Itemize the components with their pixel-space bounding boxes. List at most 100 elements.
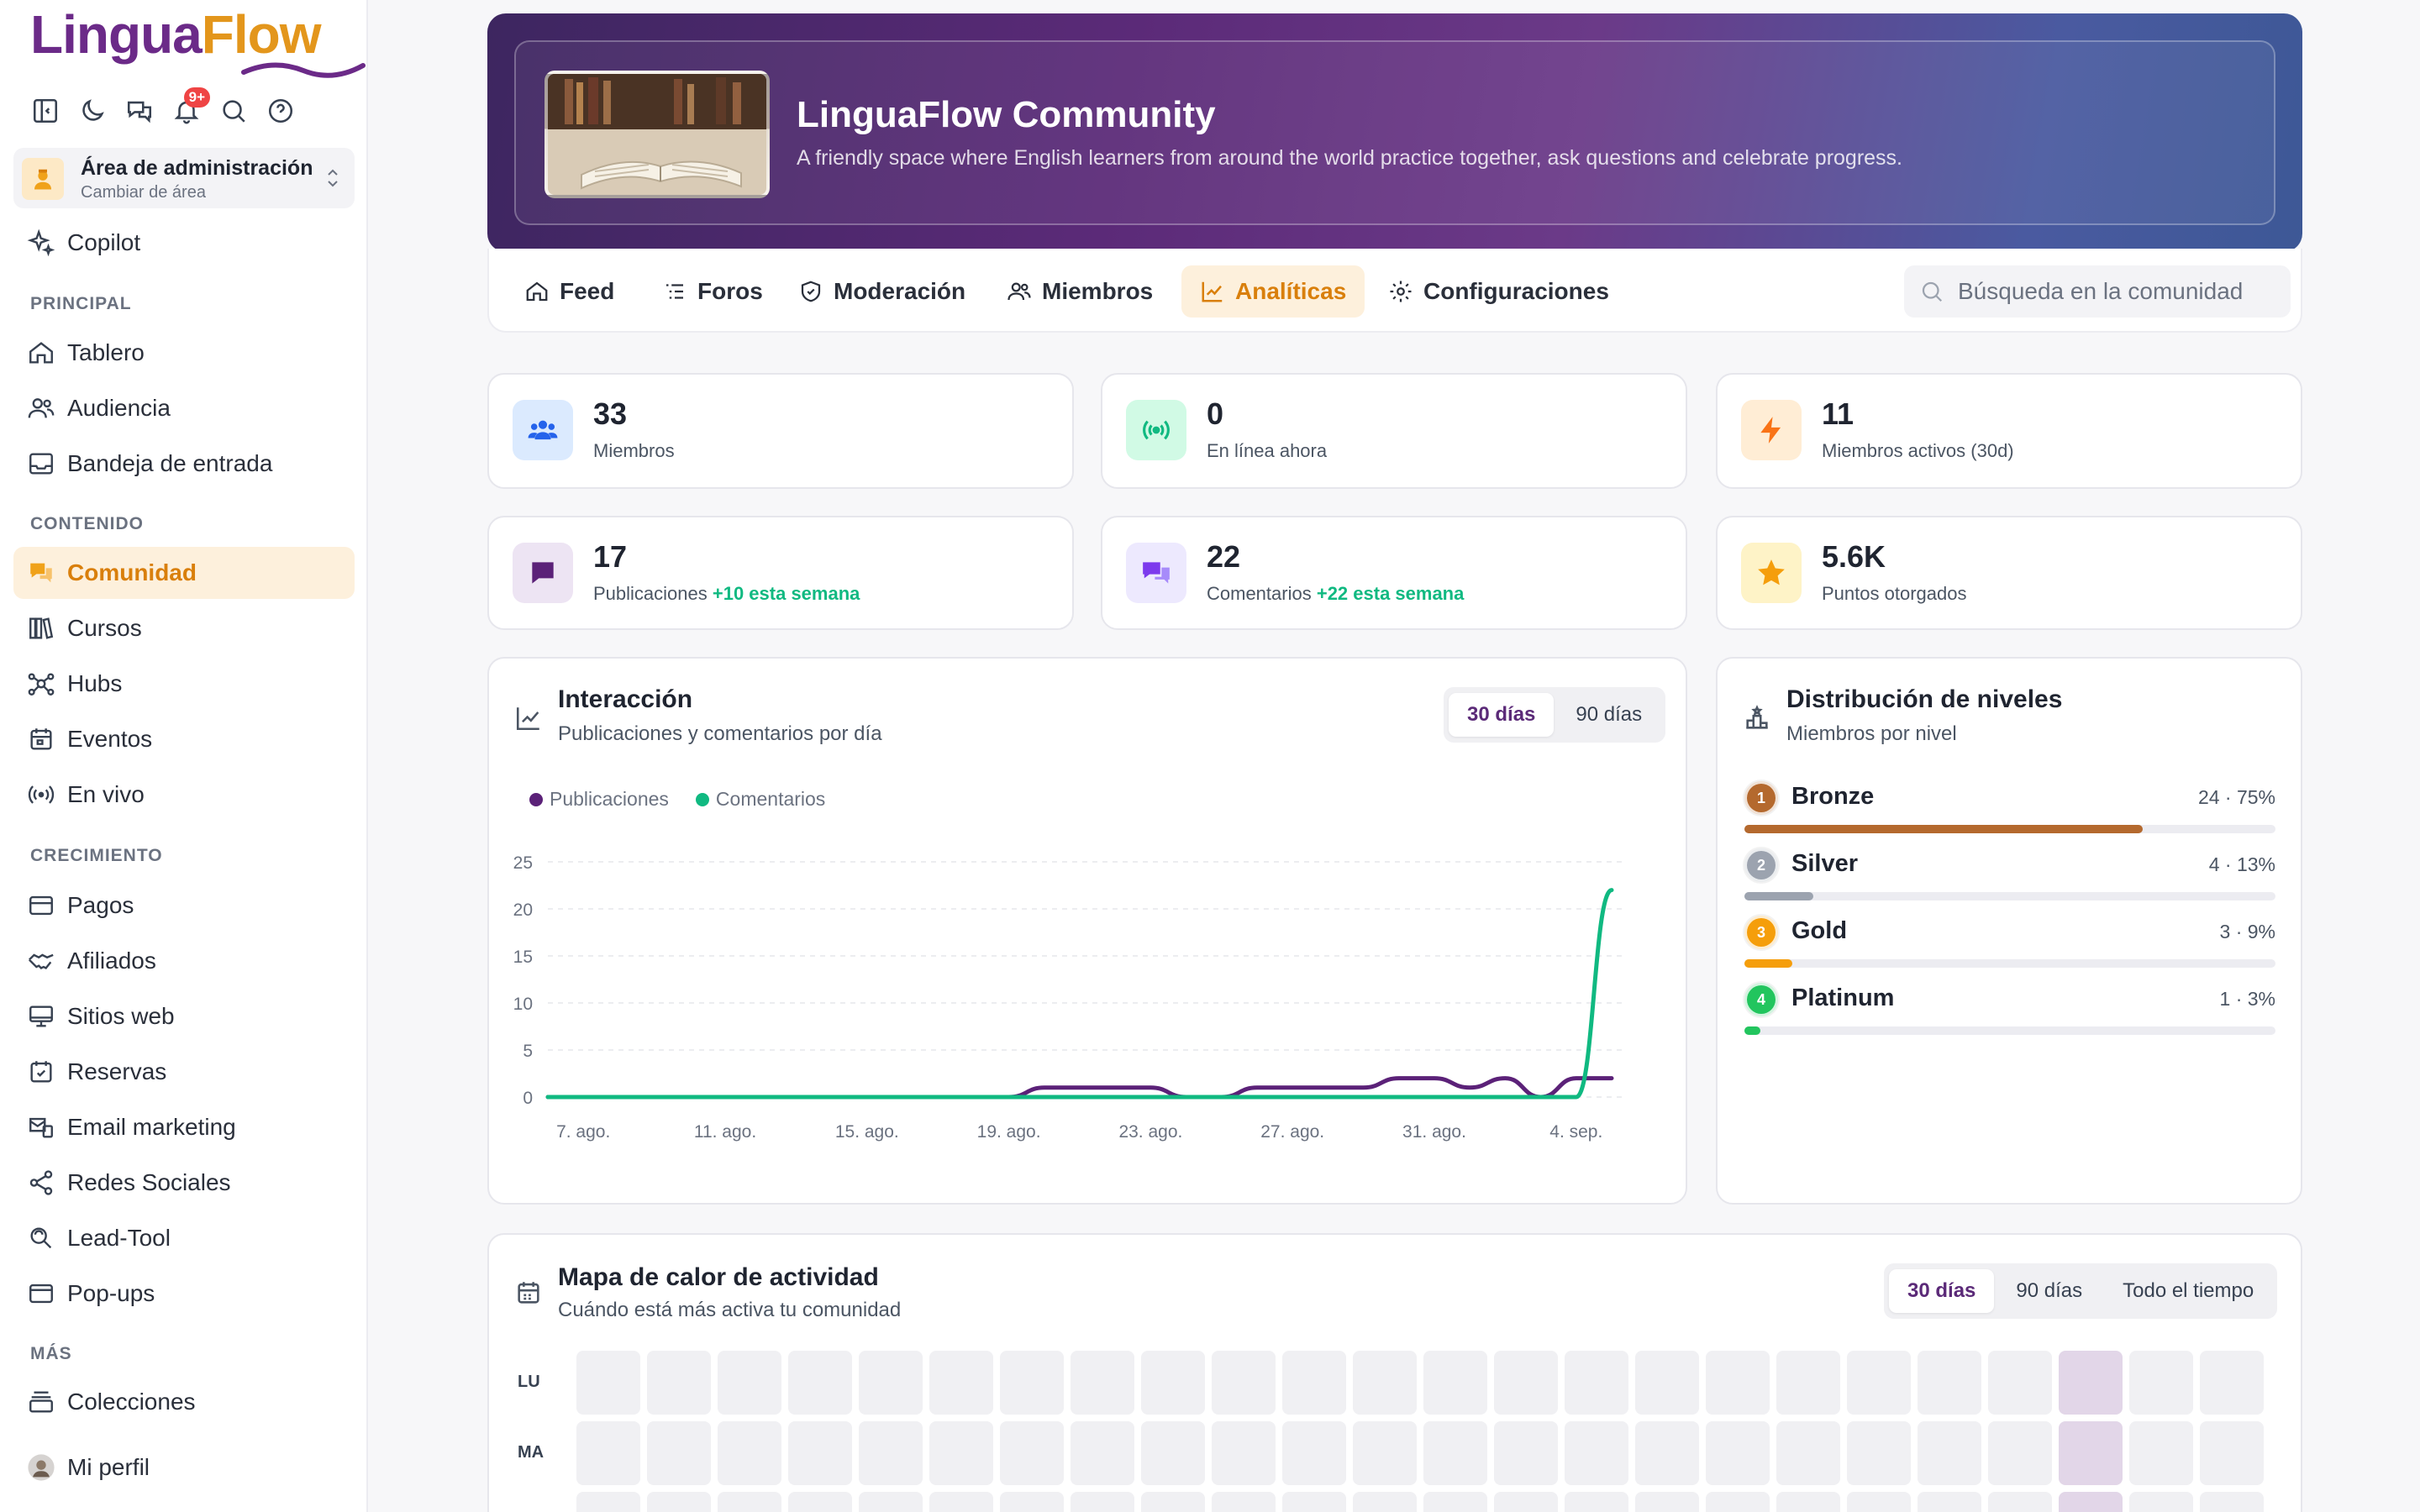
heatmap-cell[interactable] xyxy=(1918,1421,1981,1485)
heatmap-cell[interactable] xyxy=(647,1421,711,1485)
heatmap-cell[interactable] xyxy=(1706,1421,1770,1485)
heatmap-cell[interactable] xyxy=(1141,1421,1205,1485)
tab-configuraciones[interactable]: Configuraciones xyxy=(1370,265,1628,318)
heatmap-cell[interactable] xyxy=(859,1492,923,1512)
heatmap-cell[interactable] xyxy=(1071,1351,1134,1415)
series-line-publicaciones[interactable] xyxy=(545,1076,1614,1100)
notifications-button[interactable]: 9+ xyxy=(163,87,210,129)
heatmap-cell[interactable] xyxy=(1635,1492,1699,1512)
messages-button[interactable] xyxy=(116,92,163,129)
heatmap-cell[interactable] xyxy=(1071,1492,1134,1512)
heatmap-cell[interactable] xyxy=(2200,1421,2264,1485)
sidebar-item-sitios[interactable]: Sitios web xyxy=(13,990,355,1042)
heatmap-cell[interactable] xyxy=(1847,1421,1911,1485)
sidebar-item-lead[interactable]: Lead-Tool xyxy=(13,1212,355,1264)
heatmap-cell[interactable] xyxy=(1918,1492,1981,1512)
area-switcher[interactable]: Área de administración Cambiar de área xyxy=(13,148,355,208)
heatmap-cell[interactable] xyxy=(1212,1421,1276,1485)
heatmap-cell[interactable] xyxy=(1988,1351,2052,1415)
range-90-button[interactable]: 90 días xyxy=(1576,703,1643,726)
heatmap-cell[interactable] xyxy=(1706,1351,1770,1415)
heatmap-cell[interactable] xyxy=(1565,1351,1628,1415)
heatmap-cell[interactable] xyxy=(2129,1492,2193,1512)
heatmap-cell[interactable] xyxy=(1000,1421,1064,1485)
heatmap-cell[interactable] xyxy=(1000,1492,1064,1512)
sidebar-item-pagos[interactable]: Pagos xyxy=(13,879,355,932)
heatmap-cell[interactable] xyxy=(576,1421,640,1485)
legend-item-posts[interactable]: Publicaciones xyxy=(529,788,669,811)
dark-mode-button[interactable] xyxy=(69,92,116,129)
tab-foros[interactable]: Foros xyxy=(644,265,781,318)
heatmap-cell[interactable] xyxy=(1212,1351,1276,1415)
range-90-button[interactable]: 90 días xyxy=(2016,1279,2083,1302)
heatmap-cell[interactable] xyxy=(1565,1492,1628,1512)
heatmap-cell[interactable] xyxy=(1565,1421,1628,1485)
heatmap-cell[interactable] xyxy=(1353,1492,1417,1512)
heatmap-cell[interactable] xyxy=(2129,1351,2193,1415)
help-button[interactable] xyxy=(257,92,304,129)
sidebar-item-hubs[interactable]: Hubs xyxy=(13,658,355,710)
sidebar-item-reservas[interactable]: Reservas xyxy=(13,1046,355,1098)
heatmap-cell[interactable] xyxy=(1635,1421,1699,1485)
heatmap-cell[interactable] xyxy=(1918,1351,1981,1415)
heatmap-cell[interactable] xyxy=(1847,1492,1911,1512)
heatmap-cell[interactable] xyxy=(1282,1351,1346,1415)
heatmap-cell[interactable] xyxy=(1635,1351,1699,1415)
sidebar-item-cursos[interactable]: Cursos xyxy=(13,602,355,654)
heatmap-cell[interactable] xyxy=(1847,1351,1911,1415)
heatmap-cell[interactable] xyxy=(2129,1421,2193,1485)
heatmap-cell[interactable] xyxy=(1423,1351,1487,1415)
search-button[interactable] xyxy=(210,92,257,129)
heatmap-cell[interactable] xyxy=(1071,1421,1134,1485)
sidebar-item-copilot[interactable]: Copilot xyxy=(13,217,355,269)
heatmap-cell[interactable] xyxy=(1494,1351,1558,1415)
heatmap-cell[interactable] xyxy=(859,1351,923,1415)
heatmap-cell[interactable] xyxy=(2200,1492,2264,1512)
sidebar-item-perfil[interactable]: Mi perfil xyxy=(13,1441,355,1494)
heatmap-cell[interactable] xyxy=(718,1421,781,1485)
heatmap-cell[interactable] xyxy=(2059,1351,2123,1415)
sidebar-item-envivo[interactable]: En vivo xyxy=(13,769,355,821)
sidebar-item-redes[interactable]: Redes Sociales xyxy=(13,1157,355,1209)
logo[interactable]: LinguaFlow xyxy=(30,3,366,79)
heatmap-cell[interactable] xyxy=(788,1492,852,1512)
heatmap-cell[interactable] xyxy=(647,1351,711,1415)
community-search-input[interactable] xyxy=(1958,278,2277,305)
range-30-button[interactable]: 30 días xyxy=(1889,1269,1995,1313)
heatmap-cell[interactable] xyxy=(1353,1421,1417,1485)
sidebar-item-afiliados[interactable]: Afiliados xyxy=(13,935,355,987)
heatmap-cell[interactable] xyxy=(2059,1492,2123,1512)
series-line-comentarios[interactable] xyxy=(545,888,1614,1100)
sidebar-item-comunidad[interactable]: Comunidad xyxy=(13,547,355,599)
heatmap-cell[interactable] xyxy=(1141,1351,1205,1415)
heatmap-cell[interactable] xyxy=(2059,1421,2123,1485)
heatmap-cell[interactable] xyxy=(1282,1421,1346,1485)
tab-moderacion[interactable]: Moderación xyxy=(780,265,984,318)
sidebar-item-tablero[interactable]: Tablero xyxy=(13,327,355,379)
sidebar-item-email[interactable]: Email marketing xyxy=(13,1101,355,1153)
heatmap-cell[interactable] xyxy=(1706,1492,1770,1512)
heatmap-cell[interactable] xyxy=(576,1351,640,1415)
sidebar-item-colecciones[interactable]: Colecciones xyxy=(13,1376,355,1428)
heatmap-cell[interactable] xyxy=(1212,1492,1276,1512)
heatmap-cell[interactable] xyxy=(929,1421,993,1485)
heatmap-cell[interactable] xyxy=(788,1351,852,1415)
range-all-button[interactable]: Todo el tiempo xyxy=(2123,1279,2254,1302)
heatmap-cell[interactable] xyxy=(1988,1492,2052,1512)
heatmap-cell[interactable] xyxy=(576,1492,640,1512)
collapse-sidebar-button[interactable] xyxy=(22,92,69,129)
heatmap-cell[interactable] xyxy=(859,1421,923,1485)
sidebar-item-popups[interactable]: Pop-ups xyxy=(13,1268,355,1320)
heatmap-cell[interactable] xyxy=(1000,1351,1064,1415)
sidebar-item-bandeja[interactable]: Bandeja de entrada xyxy=(13,438,355,490)
heatmap-cell[interactable] xyxy=(1423,1492,1487,1512)
sidebar-item-audiencia[interactable]: Audiencia xyxy=(13,382,355,434)
range-30-button[interactable]: 30 días xyxy=(1449,693,1555,737)
heatmap-cell[interactable] xyxy=(929,1351,993,1415)
tab-miembros[interactable]: Miembros xyxy=(988,265,1171,318)
heatmap-cell[interactable] xyxy=(1776,1492,1840,1512)
tab-feed[interactable]: Feed xyxy=(506,265,633,318)
heatmap-cell[interactable] xyxy=(788,1421,852,1485)
heatmap-cell[interactable] xyxy=(1776,1351,1840,1415)
heatmap-cell[interactable] xyxy=(1141,1492,1205,1512)
